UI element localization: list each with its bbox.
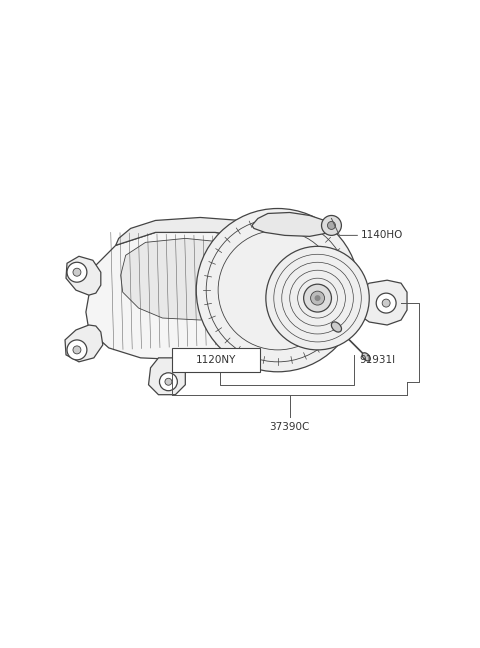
Ellipse shape bbox=[327, 222, 336, 229]
Circle shape bbox=[67, 262, 87, 282]
Polygon shape bbox=[252, 213, 329, 237]
Text: 1120NY: 1120NY bbox=[196, 355, 236, 365]
Ellipse shape bbox=[196, 209, 360, 372]
Ellipse shape bbox=[322, 216, 341, 235]
Circle shape bbox=[165, 378, 172, 386]
Circle shape bbox=[73, 268, 81, 276]
Ellipse shape bbox=[266, 246, 369, 350]
FancyBboxPatch shape bbox=[172, 348, 260, 372]
Circle shape bbox=[73, 346, 81, 354]
Polygon shape bbox=[148, 358, 185, 395]
Circle shape bbox=[159, 373, 178, 391]
Ellipse shape bbox=[311, 291, 324, 305]
Polygon shape bbox=[357, 280, 407, 325]
Polygon shape bbox=[120, 238, 252, 320]
Ellipse shape bbox=[304, 284, 332, 312]
Ellipse shape bbox=[331, 322, 341, 332]
Ellipse shape bbox=[362, 353, 371, 361]
Text: 91931I: 91931I bbox=[360, 355, 396, 365]
Text: 1140HO: 1140HO bbox=[361, 231, 404, 240]
Circle shape bbox=[67, 340, 87, 360]
Ellipse shape bbox=[314, 295, 321, 301]
Text: 37390C: 37390C bbox=[270, 422, 310, 432]
Circle shape bbox=[376, 293, 396, 313]
Polygon shape bbox=[66, 257, 101, 295]
Polygon shape bbox=[65, 325, 103, 362]
Circle shape bbox=[382, 299, 390, 307]
Polygon shape bbox=[116, 218, 278, 268]
Polygon shape bbox=[86, 233, 278, 360]
